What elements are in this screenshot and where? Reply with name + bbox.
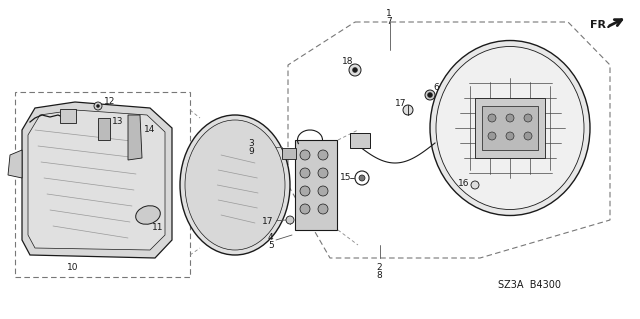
Circle shape (506, 114, 514, 122)
Circle shape (425, 90, 435, 100)
Circle shape (524, 114, 532, 122)
Circle shape (318, 168, 328, 178)
Text: 3: 3 (248, 138, 253, 147)
Ellipse shape (185, 120, 285, 250)
Text: 5: 5 (268, 241, 274, 249)
Circle shape (318, 186, 328, 196)
Text: FR.: FR. (590, 20, 611, 30)
Text: 1: 1 (386, 9, 392, 18)
Ellipse shape (436, 47, 584, 210)
Circle shape (300, 204, 310, 214)
Polygon shape (8, 150, 22, 178)
Circle shape (403, 105, 413, 115)
Text: 15: 15 (340, 174, 351, 182)
Text: 10: 10 (67, 263, 79, 272)
Text: SZ3A  B4300: SZ3A B4300 (499, 280, 561, 290)
Text: 17: 17 (262, 218, 273, 226)
Bar (282, 148, 296, 159)
Text: 18: 18 (342, 57, 353, 66)
Text: 4: 4 (268, 233, 274, 241)
Text: 6: 6 (433, 84, 439, 93)
Bar (15, 92, 190, 277)
Bar (295, 140, 337, 230)
Ellipse shape (136, 206, 160, 224)
Text: 14: 14 (144, 125, 156, 135)
Circle shape (428, 93, 433, 98)
Ellipse shape (180, 115, 290, 255)
Circle shape (300, 168, 310, 178)
Text: 13: 13 (112, 117, 124, 127)
Circle shape (97, 105, 99, 108)
Circle shape (488, 132, 496, 140)
Bar (482, 106, 538, 150)
Circle shape (94, 102, 102, 110)
Text: 16: 16 (458, 179, 470, 188)
Text: 12: 12 (104, 98, 115, 107)
Circle shape (286, 216, 294, 224)
Circle shape (318, 150, 328, 160)
Text: 17: 17 (395, 100, 406, 108)
Text: 8: 8 (376, 271, 381, 280)
Circle shape (353, 68, 358, 72)
Circle shape (300, 186, 310, 196)
Text: 7: 7 (386, 17, 392, 26)
Bar (98, 118, 110, 140)
Circle shape (318, 204, 328, 214)
Polygon shape (28, 110, 165, 250)
Circle shape (524, 132, 532, 140)
Bar (60, 109, 76, 123)
Text: 11: 11 (152, 224, 163, 233)
Bar (350, 133, 370, 148)
Circle shape (300, 150, 310, 160)
Text: 2: 2 (376, 263, 381, 272)
Text: 9: 9 (248, 146, 253, 155)
Polygon shape (22, 102, 172, 258)
Circle shape (471, 181, 479, 189)
Polygon shape (128, 115, 142, 160)
Circle shape (488, 114, 496, 122)
Ellipse shape (430, 41, 590, 216)
Circle shape (506, 132, 514, 140)
Bar (475, 98, 545, 158)
Circle shape (349, 64, 361, 76)
Circle shape (359, 175, 365, 181)
